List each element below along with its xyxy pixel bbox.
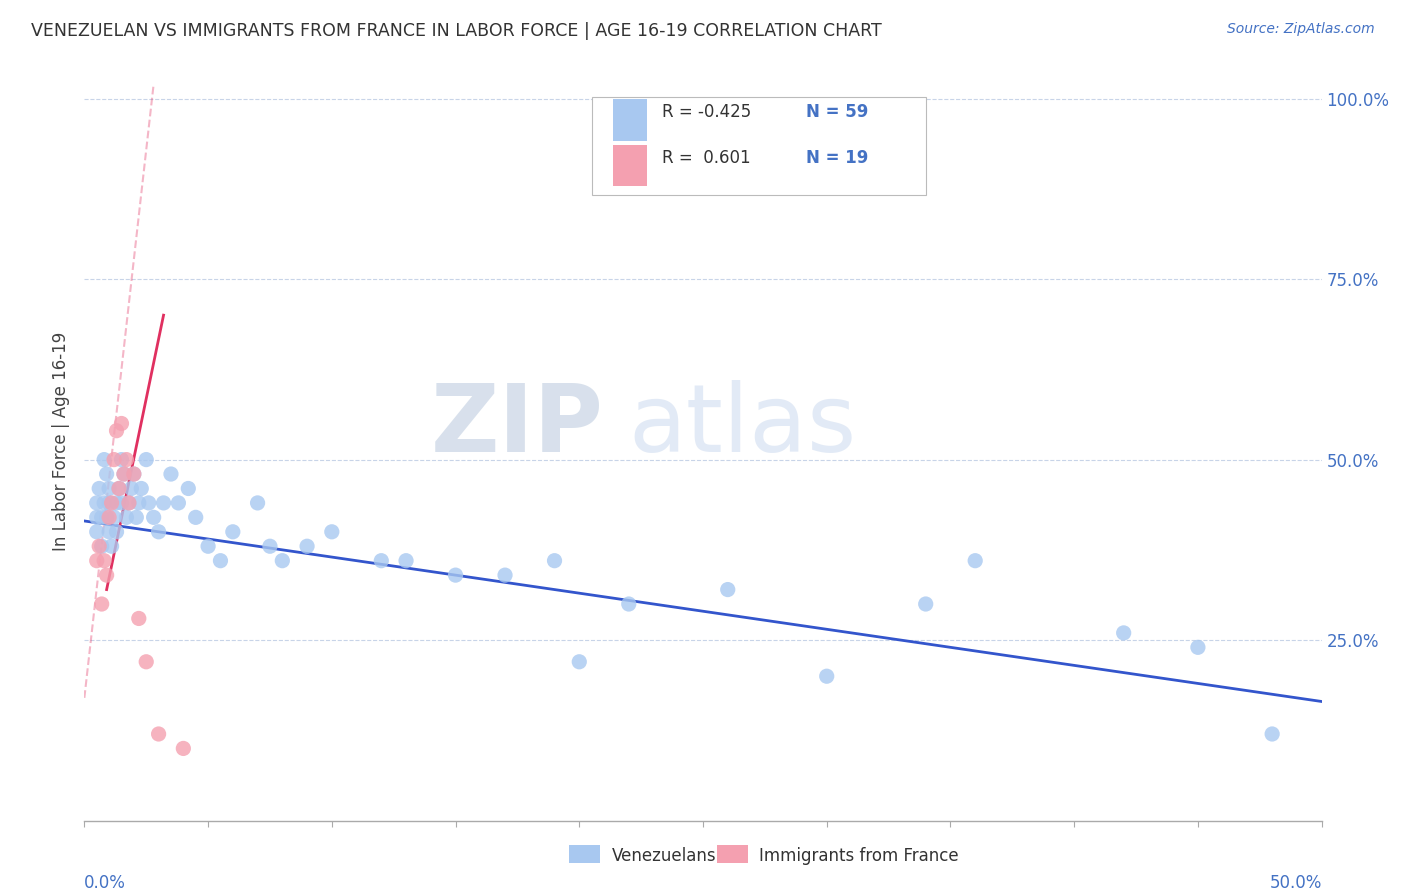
Point bbox=[271, 554, 294, 568]
Point bbox=[914, 597, 936, 611]
Point bbox=[93, 496, 115, 510]
Point bbox=[148, 524, 170, 539]
Point bbox=[129, 482, 152, 496]
Point bbox=[103, 510, 125, 524]
Point bbox=[122, 467, 145, 481]
Point bbox=[184, 510, 207, 524]
Point bbox=[152, 496, 174, 510]
Point bbox=[120, 482, 142, 496]
Point bbox=[105, 424, 128, 438]
Point bbox=[90, 597, 112, 611]
Point bbox=[118, 496, 141, 510]
Point bbox=[105, 524, 128, 539]
FancyBboxPatch shape bbox=[592, 96, 925, 195]
Point bbox=[717, 582, 740, 597]
Point bbox=[115, 452, 138, 467]
Text: VENEZUELAN VS IMMIGRANTS FROM FRANCE IN LABOR FORCE | AGE 16-19 CORRELATION CHAR: VENEZUELAN VS IMMIGRANTS FROM FRANCE IN … bbox=[31, 22, 882, 40]
Point bbox=[167, 496, 190, 510]
Point bbox=[1187, 640, 1209, 655]
Point bbox=[142, 510, 165, 524]
Text: 0.0%: 0.0% bbox=[84, 874, 127, 892]
Point bbox=[135, 655, 157, 669]
Point bbox=[93, 452, 115, 467]
Point bbox=[90, 539, 112, 553]
Point bbox=[110, 496, 132, 510]
Point bbox=[89, 539, 111, 553]
Point bbox=[100, 496, 122, 510]
FancyBboxPatch shape bbox=[569, 845, 600, 863]
Text: R =  0.601: R = 0.601 bbox=[662, 149, 751, 167]
Point bbox=[138, 496, 160, 510]
Point bbox=[103, 452, 125, 467]
Point bbox=[96, 467, 118, 481]
Point bbox=[125, 510, 148, 524]
Point bbox=[86, 496, 108, 510]
Point bbox=[1112, 626, 1135, 640]
Point bbox=[815, 669, 838, 683]
Point bbox=[110, 417, 132, 431]
Point bbox=[543, 554, 565, 568]
Point bbox=[617, 597, 640, 611]
Point bbox=[112, 467, 135, 481]
Point bbox=[1261, 727, 1284, 741]
Point bbox=[90, 510, 112, 524]
Text: Venezuelans: Venezuelans bbox=[612, 847, 716, 865]
Point bbox=[96, 568, 118, 582]
Point bbox=[98, 496, 121, 510]
Point bbox=[209, 554, 232, 568]
Point bbox=[197, 539, 219, 553]
Point bbox=[110, 452, 132, 467]
Point bbox=[494, 568, 516, 582]
Point bbox=[128, 611, 150, 625]
Point bbox=[568, 655, 591, 669]
Text: R = -0.425: R = -0.425 bbox=[662, 103, 751, 121]
Point bbox=[321, 524, 343, 539]
Text: N = 19: N = 19 bbox=[806, 149, 868, 167]
Point bbox=[100, 539, 122, 553]
Point bbox=[96, 510, 118, 524]
Point bbox=[246, 496, 269, 510]
Point bbox=[965, 554, 987, 568]
Text: N = 59: N = 59 bbox=[806, 103, 868, 121]
Point bbox=[98, 510, 121, 524]
Point bbox=[444, 568, 467, 582]
Point bbox=[148, 727, 170, 741]
Point bbox=[177, 482, 200, 496]
Point bbox=[172, 741, 194, 756]
Point bbox=[105, 496, 128, 510]
Point bbox=[135, 452, 157, 467]
Text: ZIP: ZIP bbox=[432, 380, 605, 473]
Point bbox=[395, 554, 418, 568]
Point bbox=[160, 467, 183, 481]
Point bbox=[295, 539, 318, 553]
FancyBboxPatch shape bbox=[613, 99, 647, 141]
Point bbox=[86, 524, 108, 539]
Point bbox=[93, 554, 115, 568]
Text: atlas: atlas bbox=[628, 380, 858, 473]
FancyBboxPatch shape bbox=[717, 845, 748, 863]
Point bbox=[86, 510, 108, 524]
Point bbox=[122, 467, 145, 481]
Point bbox=[108, 482, 131, 496]
Point bbox=[98, 524, 121, 539]
Point bbox=[370, 554, 392, 568]
Text: 50.0%: 50.0% bbox=[1270, 874, 1322, 892]
Point bbox=[86, 554, 108, 568]
Y-axis label: In Labor Force | Age 16-19: In Labor Force | Age 16-19 bbox=[52, 332, 70, 551]
Point bbox=[259, 539, 281, 553]
Point bbox=[98, 482, 121, 496]
FancyBboxPatch shape bbox=[613, 145, 647, 186]
Text: Immigrants from France: Immigrants from France bbox=[759, 847, 959, 865]
Point bbox=[222, 524, 245, 539]
Point bbox=[108, 482, 131, 496]
Text: Source: ZipAtlas.com: Source: ZipAtlas.com bbox=[1227, 22, 1375, 37]
Point bbox=[89, 482, 111, 496]
Point bbox=[128, 496, 150, 510]
Point bbox=[115, 510, 138, 524]
Point bbox=[118, 496, 141, 510]
Point bbox=[112, 467, 135, 481]
